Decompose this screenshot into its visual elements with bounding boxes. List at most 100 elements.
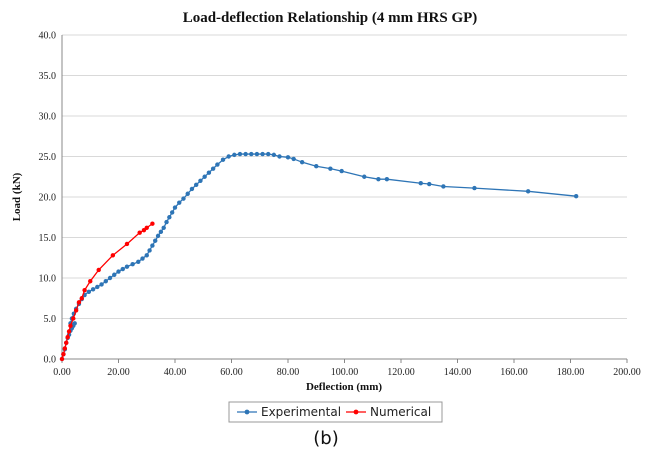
data-point-experimental [177,200,182,205]
data-point-numerical [88,279,93,284]
data-point-numerical [71,316,76,321]
chart-title: Load-deflection Relationship (4 mm HRS G… [183,10,478,26]
data-point-experimental [291,156,296,162]
x-tick-label: 20.00 [107,367,130,378]
x-tick-label: 100.00 [331,367,359,378]
x-tick-label: 160.00 [500,367,528,378]
x-tick-label: 200.00 [613,367,641,378]
data-point-experimental [95,284,100,290]
data-point-experimental [441,184,446,189]
data-point-experimental [193,182,199,188]
data-point-experimental [299,159,305,165]
data-point-experimental [232,152,237,158]
data-point-numerical [96,267,101,273]
data-point-experimental [161,225,166,230]
data-point-experimental [90,287,96,292]
data-point-experimental [99,282,104,287]
data-point-experimental [254,151,260,157]
data-point-experimental [362,174,367,179]
x-tick-label: 60.00 [220,367,243,378]
data-point-experimental [107,275,113,281]
data-point-experimental [418,181,423,186]
data-point-experimental [384,176,390,182]
data-point-experimental [116,269,121,274]
data-point-experimental [112,272,117,277]
data-point-experimental [140,256,145,261]
legend-marker-experimental [244,409,250,415]
data-point-experimental [376,176,381,182]
data-point-experimental [271,152,277,158]
data-point-experimental [86,289,92,294]
y-tick-labels: 0.0 5.0 10.0 15.0 20.0 25.0 30.0 35.0 40.0 [39,31,57,366]
data-point-experimental [260,151,265,157]
data-point-experimental [226,154,231,159]
legend-marker-numerical [353,409,359,415]
data-point-experimental [172,205,178,210]
data-point-numerical [59,356,65,362]
data-point-numerical [110,253,116,258]
y-tick-label: 25.0 [39,152,57,163]
data-point-experimental [237,151,243,157]
data-point-experimental [220,157,226,162]
data-series [59,151,579,362]
data-point-experimental [210,166,216,171]
data-point-numerical [68,323,73,328]
data-point-experimental [181,196,186,201]
x-tick-label: 180.00 [557,367,585,378]
data-point-experimental [189,186,195,192]
data-point-experimental [215,162,220,167]
data-point-experimental [120,266,125,272]
data-point-experimental [155,233,161,239]
data-point-experimental [153,238,158,243]
data-point-experimental [202,174,207,179]
data-point-experimental [130,262,135,267]
series-numerical [59,221,155,362]
data-point-experimental [144,253,149,258]
data-point-experimental [573,193,579,199]
y-tick-label: 40.0 [39,31,57,42]
x-tick-labels: 0.00 20.00 40.00 60.00 80.00 100.00 120.00 140.… [53,367,641,378]
data-point-numerical [150,221,155,226]
y-tick-label: 0.0 [44,355,57,366]
data-point-experimental [339,168,344,174]
data-point-numerical [124,241,130,247]
legend-label-numerical: Numerical [370,405,431,419]
series-experimental [59,151,579,362]
legend-label-experimental: Experimental [261,405,341,419]
data-point-experimental [285,155,291,160]
data-point-experimental [103,279,108,284]
y-tick-label: 20.0 [39,193,57,204]
data-point-numerical [73,308,79,313]
data-point-numerical [144,225,149,230]
y-tick-label: 15.0 [39,233,57,244]
axes [61,35,628,363]
y-tick-label: 5.0 [44,314,57,325]
data-point-experimental [72,321,77,326]
data-point-experimental [314,164,319,169]
data-point-numerical [137,230,142,235]
data-point-experimental [185,191,190,196]
data-point-experimental [136,259,141,264]
y-tick-label: 35.0 [39,71,57,82]
data-point-numerical [66,329,72,334]
series-line-numerical [61,223,153,360]
x-tick-label: 140.00 [444,367,472,378]
data-point-experimental [243,151,248,157]
y-axis-label: Load (kN) [11,172,23,221]
series-line-experimental [61,153,577,360]
data-point-experimental [427,181,432,187]
x-axis-label: Deflection (mm) [306,381,382,393]
data-point-experimental [472,185,477,191]
data-point-experimental [525,189,531,194]
data-point-numerical [64,340,69,345]
data-point-experimental [169,210,175,215]
data-point-experimental [167,215,172,220]
data-point-numerical [61,351,66,357]
data-point-experimental [164,219,169,225]
data-point-experimental [158,229,164,235]
y-tick-label: 10.0 [39,274,57,285]
legend-item-numerical: Numerical [346,405,431,419]
data-point-numerical [82,287,87,293]
gridlines [62,34,627,319]
